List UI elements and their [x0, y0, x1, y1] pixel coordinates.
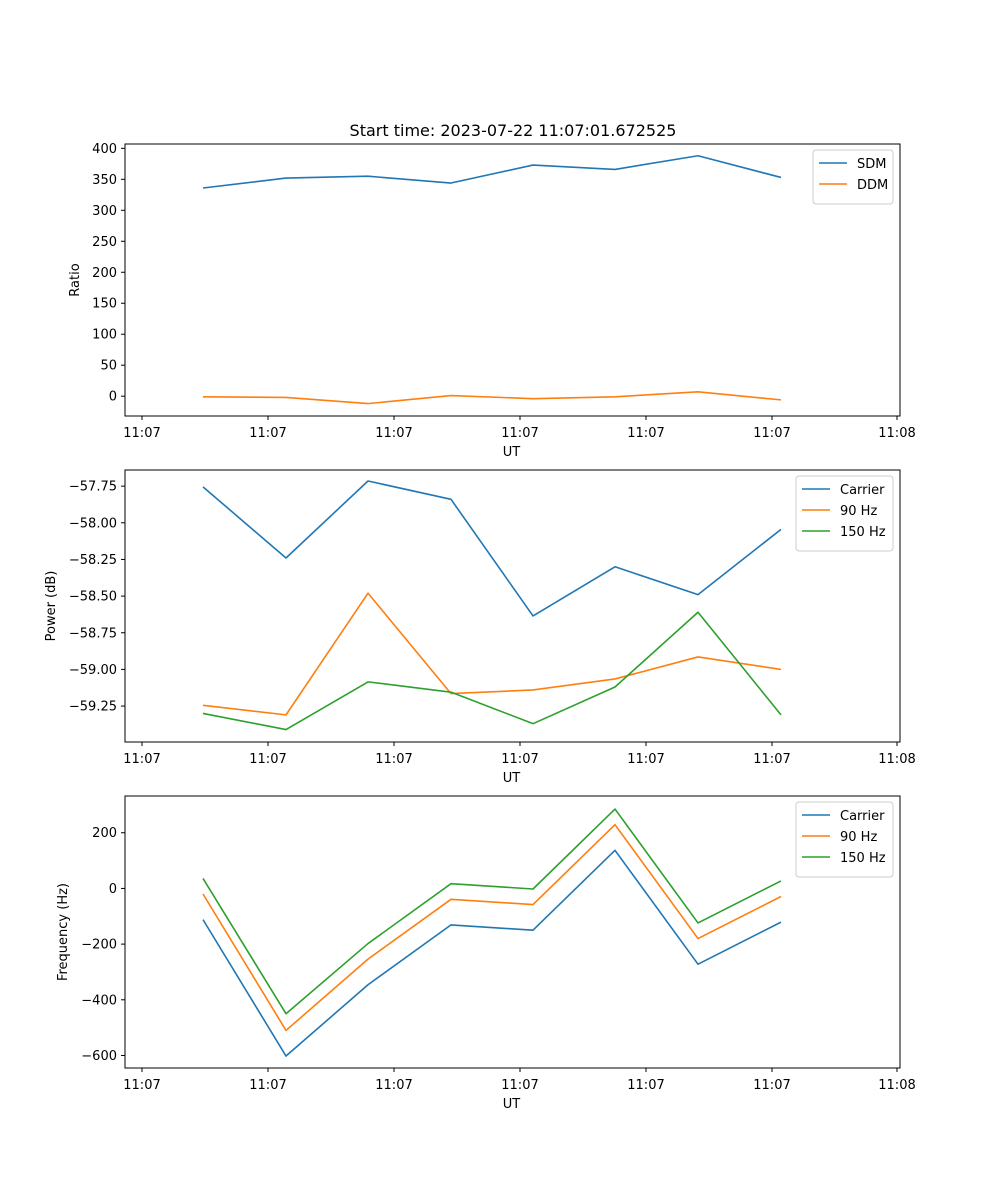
x-tick-label: 11:08 [878, 752, 915, 767]
y-tick-label: 50 [100, 359, 117, 374]
x-tick-label: 11:08 [878, 1078, 915, 1093]
x-tick-label: 11:07 [249, 426, 286, 441]
x-axis-label: UT [503, 445, 521, 460]
y-tick-label: −59.25 [69, 700, 117, 715]
y-axis-label: Ratio [68, 263, 83, 296]
x-tick-label: 11:07 [375, 426, 412, 441]
chart-title: Start time: 2023-07-22 11:07:01.672525 [350, 121, 677, 140]
y-tick-label: −600 [81, 1049, 117, 1064]
legend-label: Carrier [840, 809, 885, 824]
axes-frame [124, 143, 901, 417]
x-tick-label: 11:07 [627, 426, 664, 441]
series-line-sdm [202, 154, 782, 189]
y-tick-label: 300 [92, 204, 117, 219]
y-tick-label: −400 [81, 993, 117, 1008]
x-tick-label: 11:07 [753, 1078, 790, 1093]
x-tick-label: 11:07 [249, 752, 286, 767]
legend: Carrier 90 Hz 150 Hz [795, 475, 894, 552]
y-tick-label: −59.00 [69, 663, 117, 678]
y-axis-label: Power (dB) [44, 571, 59, 642]
series-line-90-hz [202, 592, 782, 716]
legend: SDM DDM [812, 149, 894, 205]
axes-frame [124, 469, 901, 743]
y-tick-label: 200 [92, 266, 117, 281]
series-line-150-hz [202, 611, 782, 731]
legend-label: SDM [857, 157, 886, 172]
legend-label: DDM [857, 178, 888, 193]
series-line-carrier [202, 480, 782, 617]
x-tick-label: 11:07 [753, 752, 790, 767]
y-tick-label: 0 [109, 390, 117, 405]
x-tick-label: 11:07 [501, 752, 538, 767]
x-tick-label: 11:07 [375, 1078, 412, 1093]
y-tick-label: 350 [92, 173, 117, 188]
x-tick-label: 11:07 [501, 426, 538, 441]
y-tick-label: −58.50 [69, 590, 117, 605]
series-line-carrier [202, 849, 782, 1057]
legend-box [795, 801, 894, 878]
legend-label: 90 Hz [840, 830, 877, 845]
series-line-90-hz [202, 823, 782, 1032]
legend: Carrier 90 Hz 150 Hz [795, 801, 894, 878]
y-tick-label: −58.75 [69, 626, 117, 641]
x-tick-label: 11:07 [375, 752, 412, 767]
legend-label: 90 Hz [840, 504, 877, 519]
panel-frequency: −600 −400 −200 0 200 11:07 11:07 11:07 11:07 11:0… [56, 795, 916, 1112]
panel-power: −59.25 −59.00 −58.75 −58.50 −58.25 −58.00 −57.… [44, 469, 916, 786]
x-tick-label: 11:08 [878, 426, 915, 441]
series-line-ddm [202, 391, 782, 405]
x-axis-label: UT [503, 771, 521, 786]
x-tick-label: 11:07 [627, 1078, 664, 1093]
axes-frame [124, 795, 901, 1069]
legend-label: 150 Hz [840, 851, 886, 866]
panel-ratio: 0 50 100 150 200 250 300 350 400 11:07 11:07 11:07 1… [68, 142, 916, 460]
x-tick-label: 11:07 [123, 752, 160, 767]
y-tick-label: 100 [92, 328, 117, 343]
x-axis-label: UT [503, 1097, 521, 1112]
legend-label: 150 Hz [840, 525, 886, 540]
y-tick-label: 250 [92, 235, 117, 250]
x-tick-label: 11:07 [249, 1078, 286, 1093]
y-axis-label: Frequency (Hz) [56, 883, 71, 981]
legend-label: Carrier [840, 483, 885, 498]
y-tick-label: −58.25 [69, 553, 117, 568]
y-tick-label: 150 [92, 297, 117, 312]
legend-box [795, 475, 894, 552]
y-tick-label: −57.75 [69, 480, 117, 495]
y-tick-label: 0 [109, 882, 117, 897]
y-tick-label: 200 [92, 826, 117, 841]
y-tick-label: −58.00 [69, 516, 117, 531]
y-tick-label: −200 [81, 938, 117, 953]
series-line-150-hz [202, 808, 782, 1015]
x-tick-label: 11:07 [753, 426, 790, 441]
y-tick-label: 400 [92, 142, 117, 157]
panels: 0 50 100 150 200 250 300 350 400 11:07 11:07 11:07 1… [44, 142, 916, 1112]
x-tick-label: 11:07 [123, 426, 160, 441]
x-tick-label: 11:07 [627, 752, 664, 767]
x-tick-label: 11:07 [123, 1078, 160, 1093]
x-tick-label: 11:07 [501, 1078, 538, 1093]
